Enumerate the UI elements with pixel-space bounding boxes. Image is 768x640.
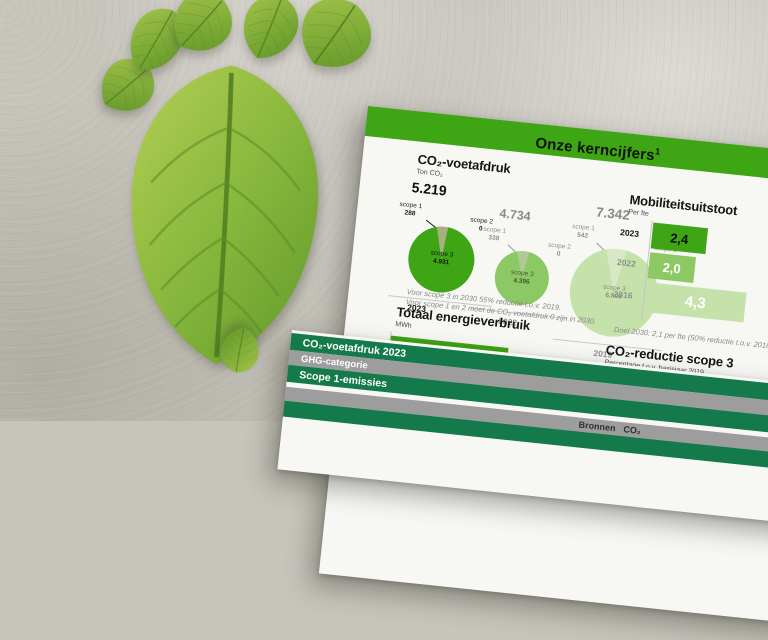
pie-2019-total: 7.342 [595,204,631,223]
pie-2023-scope3-label: scope 3 4.931 [408,247,475,269]
pie-2023-chart: scope 3 4.931 [405,223,478,296]
scope1-label: scope 1 [399,200,423,211]
pie-2019-scope1-label: scope 1 542 [565,222,600,240]
mobility-value-2023: 2,4 [669,229,690,247]
page-title-footnote-marker: 1 [654,146,661,157]
pie-2022-scope3-label: scope 3 4.396 [494,267,549,288]
mobility-bar-2023: 2,4 [650,222,709,255]
scope1-value: 542 [576,231,589,240]
mobility-value-2016: 4,3 [684,292,707,312]
pie-2023-total: 5.219 [410,179,448,199]
pie-2023-scope1-label: scope 1 288 [393,200,428,218]
mobility-year-2022: 2022 [616,256,637,269]
mobility-year-2016: 2016 [613,288,634,301]
mobility-bar-2022: 2,0 [647,252,697,283]
column-header-co2: CO₂ [622,424,642,436]
page-title-text: Onze kerncijfers [534,134,656,165]
scope1-value: 288 [404,208,416,218]
energy-section-unit: MWh [394,321,412,330]
pie-2022-total: 4.734 [498,206,532,224]
mobility-value-2022: 2,0 [661,259,682,277]
mobility-year-2023: 2023 [619,227,640,240]
scope1-label: scope 1 [571,223,596,233]
co2-section-unit: Ton CO₂ [416,168,444,179]
scope1-label: scope 1 [482,225,507,236]
leaf-tip-bottom [216,323,264,377]
